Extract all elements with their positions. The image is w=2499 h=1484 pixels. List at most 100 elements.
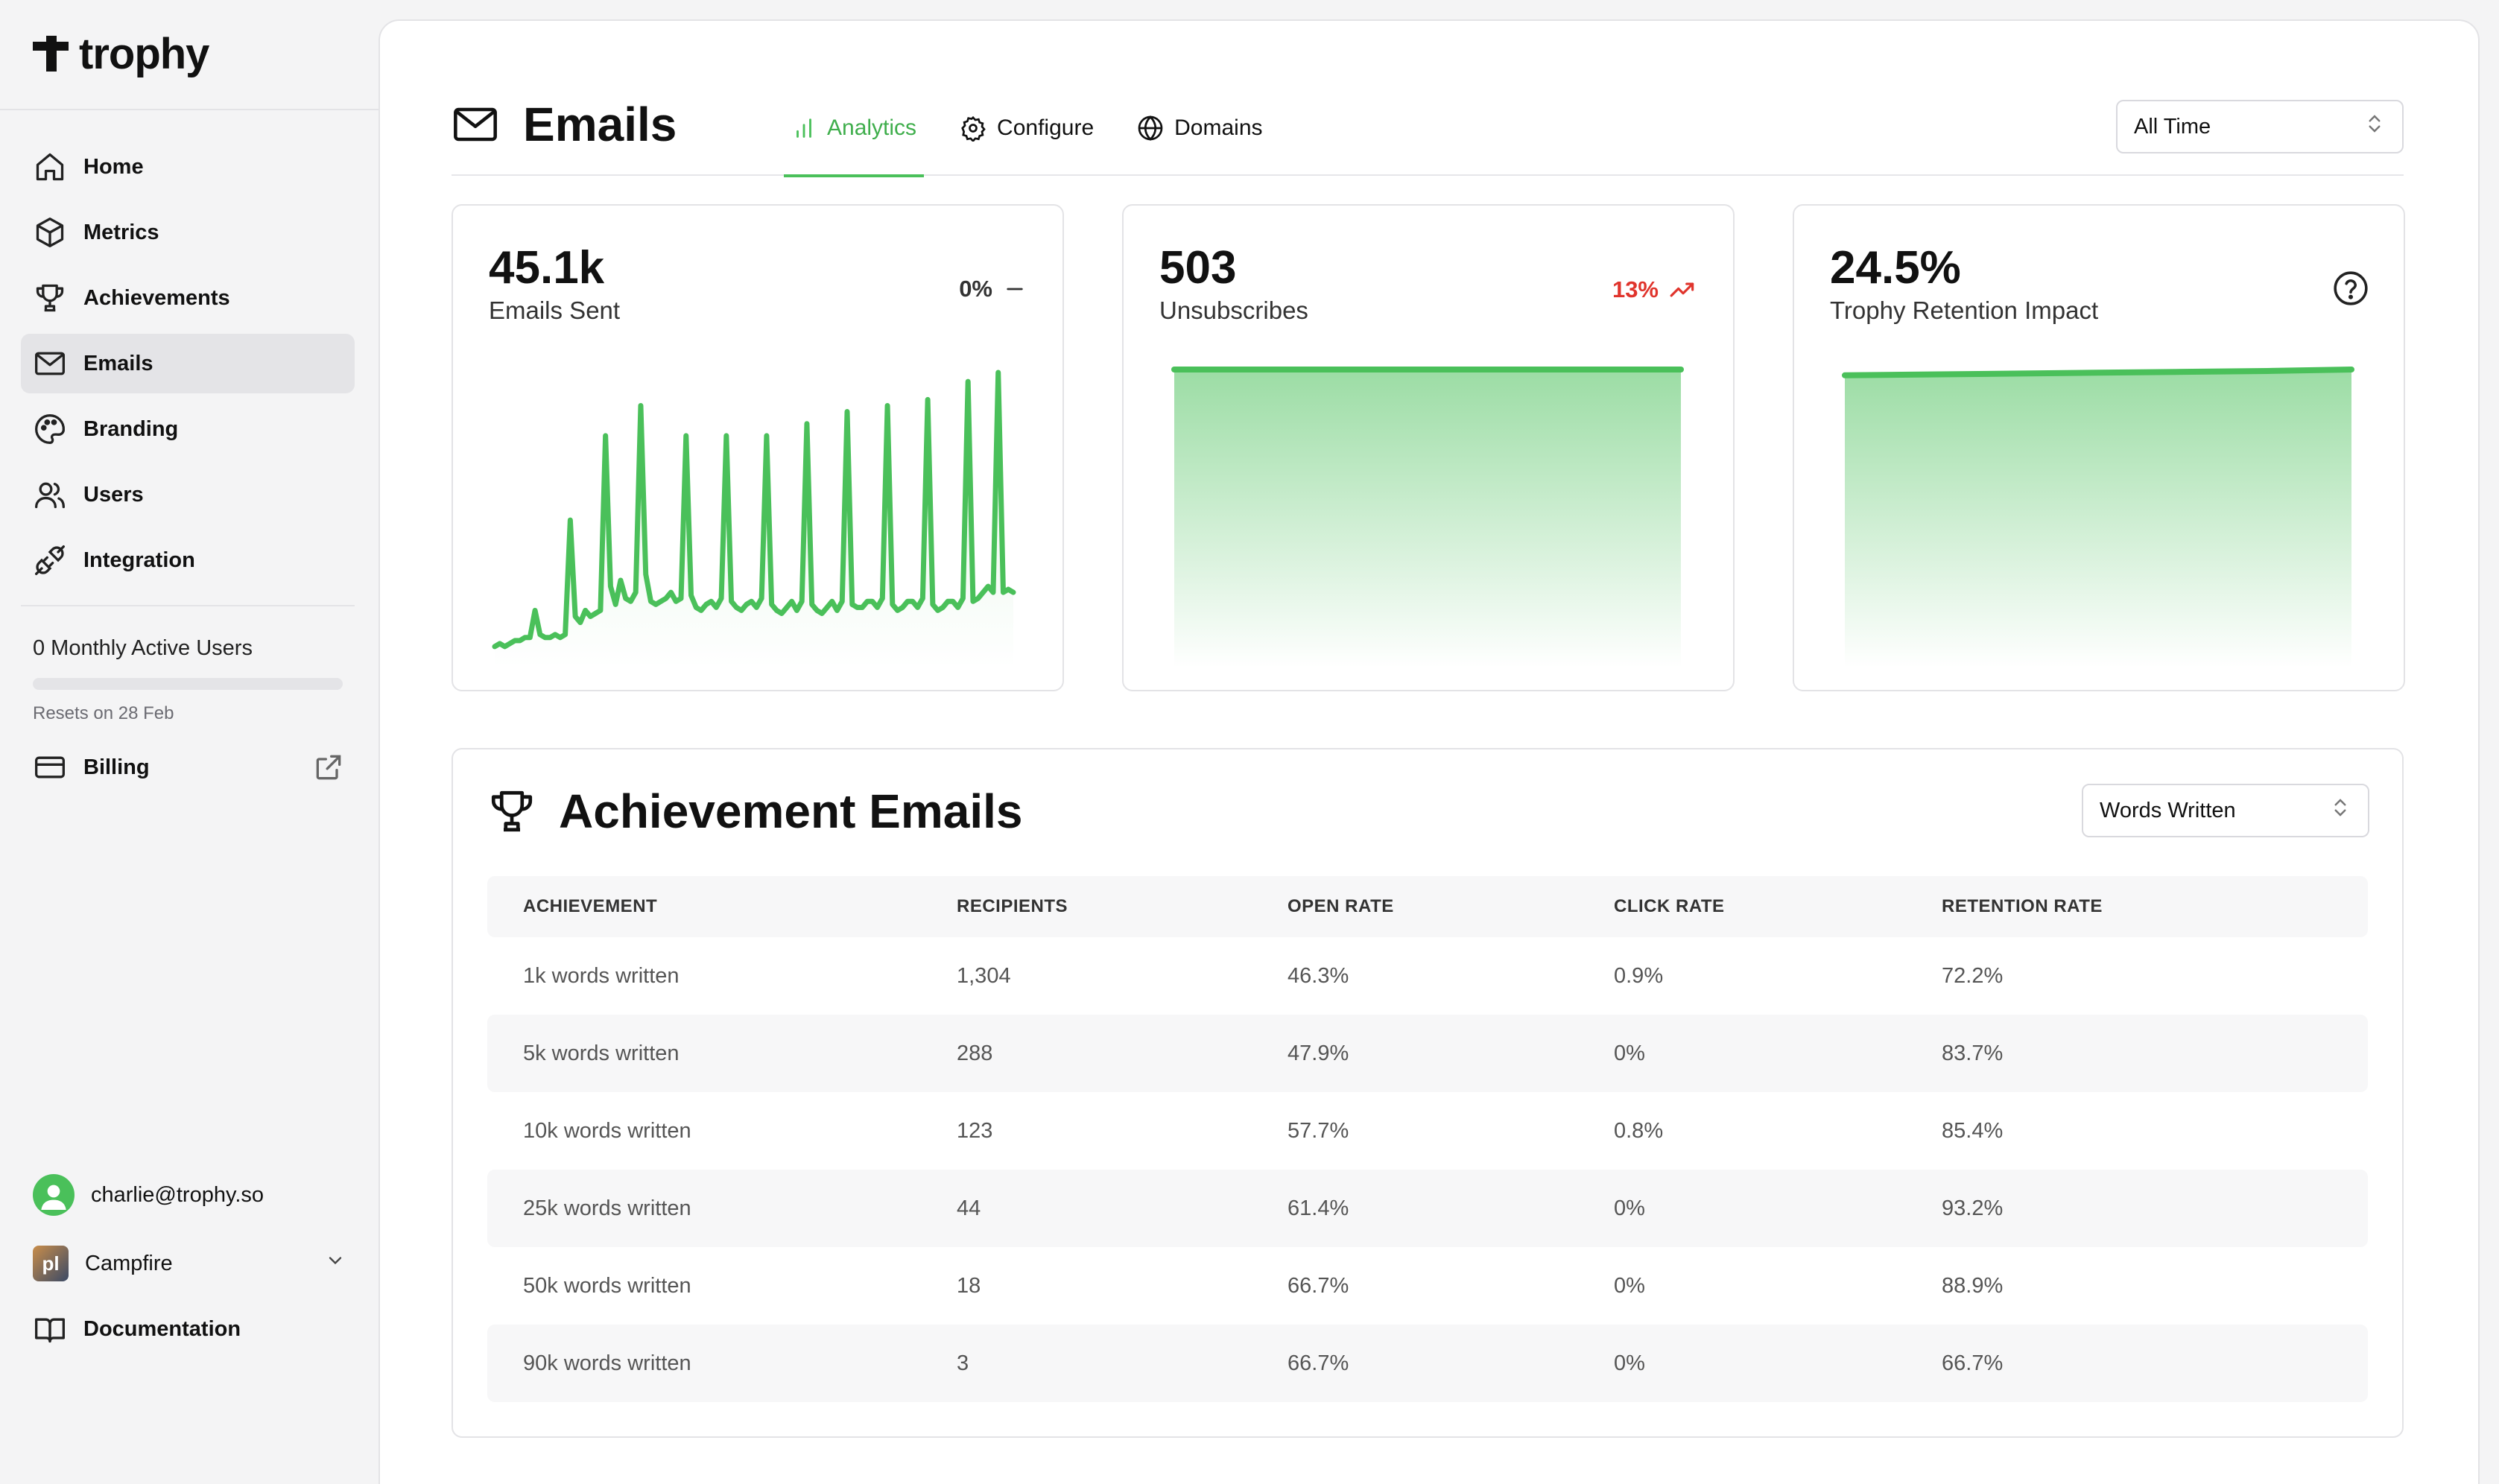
cell-recipients: 123 [957,1118,993,1143]
section-title: Achievement Emails [487,784,1023,839]
sidebar-item-label: Emails [83,351,153,375]
stat-value: 24.5% [1830,242,1961,294]
trend-up-icon [1670,282,1694,297]
cell-retention-rate: 66.7% [1942,1351,2004,1375]
cell-recipients: 3 [957,1351,969,1375]
cell-click-rate: 0.8% [1614,1118,1664,1143]
page-title: Emails [452,97,677,152]
gear-icon [961,115,986,142]
time-range-value: All Time [2134,114,2211,139]
trophy-logo[interactable]: trophy [33,29,209,78]
stat-value: 45.1k [489,242,605,294]
page-title-text: Emails [523,98,677,151]
cell-open-rate: 57.7% [1287,1118,1349,1143]
cell-open-rate: 66.7% [1287,1351,1349,1375]
cell-achievement: 1k words written [523,963,680,988]
chart-area [1845,370,2351,668]
table-row[interactable]: 90k words written 3 66.7% 0% 66.7% [487,1325,2368,1402]
cell-retention-rate: 83.7% [1942,1041,2004,1065]
table-row[interactable]: 1k words written 1,304 46.3% 0.9% 72.2% [487,937,2368,1015]
cell-click-rate: 0% [1614,1196,1645,1220]
user-account[interactable]: charlie@trophy.so [33,1174,346,1216]
table-row[interactable]: 5k words written 288 47.9% 0% 83.7% [487,1015,2368,1092]
sidebar-item-home[interactable]: Home [21,137,355,197]
cell-open-rate: 66.7% [1287,1273,1349,1298]
sidebar-item-users[interactable]: Users [21,465,355,524]
table-row[interactable]: 25k words written 44 61.4% 0% 93.2% [487,1170,2368,1247]
table-row[interactable]: 10k words written 123 57.7% 0.8% 85.4% [487,1092,2368,1170]
sidebar-item-metrics[interactable]: Metrics [21,203,355,262]
sidebar-item-label: Achievements [83,285,230,310]
tab-analytics[interactable]: Analytics [784,80,925,177]
cell-retention-rate: 85.4% [1942,1118,2004,1143]
cell-achievement: 90k words written [523,1351,691,1375]
table-header: ACHIEVEMENT RECIPIENTS OPEN RATE CLICK R… [487,876,2368,937]
org-name: Campfire [85,1251,173,1275]
mail-icon [454,107,497,142]
metric-select[interactable]: Words Written [2082,784,2369,837]
table-row[interactable]: 50k words written 18 66.7% 0% 88.9% [487,1247,2368,1325]
sidebar-item-label: Users [83,482,144,507]
mail-icon [33,346,67,381]
plug-icon [33,543,67,577]
cell-retention-rate: 88.9% [1942,1273,2004,1298]
time-range-select[interactable]: All Time [2116,100,2404,153]
chevron-up-down-icon [2363,112,2386,141]
sidebar-item-label: Integration [83,548,195,572]
column-header[interactable]: RECIPIENTS [957,896,1068,916]
globe-icon [1138,115,1163,141]
documentation-link[interactable]: Documentation [33,1308,346,1350]
stat-label: Emails Sent [489,297,621,324]
documentation-label: Documentation [83,1316,241,1341]
brand-name: trophy [79,29,209,78]
tab-domains[interactable]: Domains [1130,80,1270,176]
tab-label: Analytics [827,115,917,140]
sidebar: trophy Home Metrics Achievements Emails [0,0,379,1484]
emails-sent-chart [492,370,1016,668]
sidebar-nav: Home Metrics Achievements Emails Brandin… [21,137,355,596]
stat-delta-value: 13% [1612,276,1659,302]
stat-card-unsubscribes: 503 Unsubscribes 13% [1122,204,1735,691]
org-logo: pl [33,1246,69,1281]
bar-chart-icon [796,118,811,138]
help-circle-icon[interactable] [2332,270,2369,311]
stat-card-retention-impact: 24.5% Trophy Retention Impact [1793,204,2405,691]
sidebar-item-achievements[interactable]: Achievements [21,268,355,328]
stat-delta: 13% [1612,276,1697,304]
column-header[interactable]: OPEN RATE [1287,896,1394,916]
stat-delta: 0% [959,276,1027,302]
column-header[interactable]: ACHIEVEMENT [523,896,658,916]
cell-open-rate: 47.9% [1287,1041,1349,1065]
trophy-icon [33,281,67,315]
main-panel: Emails Analytics Configure Domains All T… [379,19,2480,1484]
cube-icon [33,215,67,250]
sidebar-divider [21,605,355,606]
cell-recipients: 288 [957,1041,993,1065]
sidebar-item-label: Home [83,154,144,179]
stat-card-emails-sent: 45.1k Emails Sent 0% [452,204,1064,691]
sidebar-item-branding[interactable]: Branding [21,399,355,459]
billing-link[interactable]: Billing [33,748,346,787]
sidebar-item-emails[interactable]: Emails [21,334,355,393]
cell-achievement: 10k words written [523,1118,691,1143]
cell-recipients: 18 [957,1273,981,1298]
achievements-table: ACHIEVEMENT RECIPIENTS OPEN RATE CLICK R… [487,876,2368,1402]
column-header[interactable]: RETENTION RATE [1942,896,2103,916]
user-email: charlie@trophy.so [91,1182,264,1207]
section-title-text: Achievement Emails [559,784,1023,838]
mau-reset-date: Resets on 28 Feb [33,703,174,723]
page-header: Emails Analytics Configure Domains All T… [452,80,2404,177]
column-header[interactable]: CLICK RATE [1614,896,1725,916]
org-switcher[interactable]: pl Campfire [33,1243,346,1284]
billing-label: Billing [83,755,150,779]
sidebar-divider [0,109,379,110]
credit-card-icon [33,750,67,784]
chart-series-line [1842,367,2354,378]
dash-icon [1007,288,1023,291]
tab-configure[interactable]: Configure [952,80,1101,176]
tab-bar: Analytics Configure Domains [784,80,1299,177]
cell-click-rate: 0% [1614,1351,1645,1375]
tab-label: Domains [1174,115,1263,140]
sidebar-item-integration[interactable]: Integration [21,530,355,590]
cell-click-rate: 0% [1614,1273,1645,1298]
